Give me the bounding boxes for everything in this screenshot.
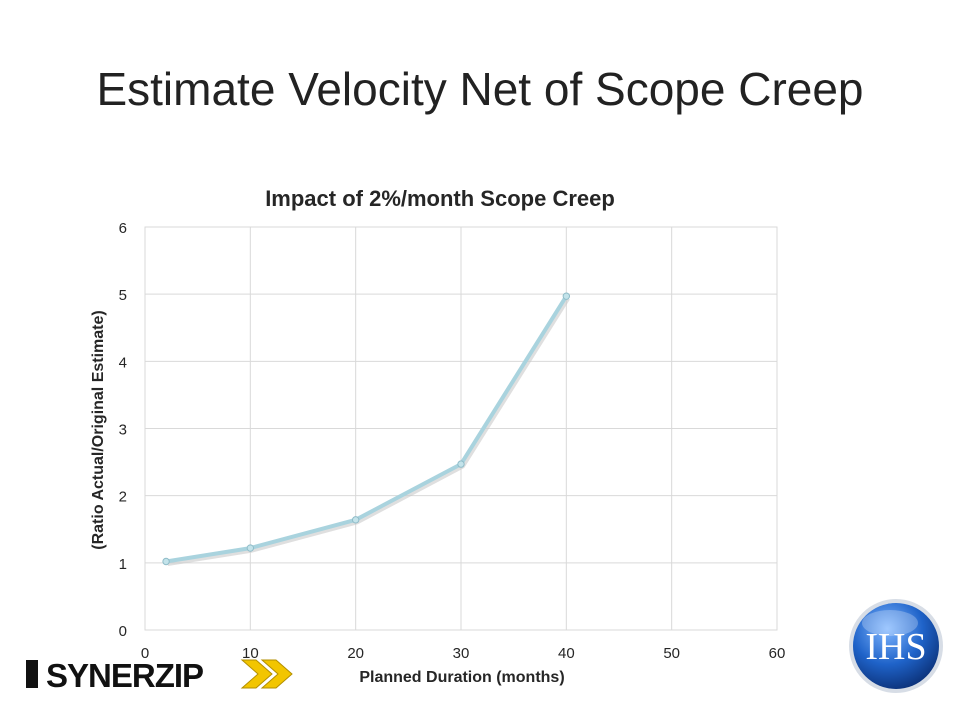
synerzip-chevrons-icon — [240, 659, 293, 689]
y-tick-label: 3 — [119, 422, 127, 439]
x-tick-label: 0 — [141, 645, 149, 662]
chart-grid — [144, 226, 778, 631]
y-tick-label: 1 — [119, 556, 127, 573]
synerzip-wordmark: SYNERZIP — [46, 657, 203, 694]
data-point — [562, 292, 571, 300]
data-point — [457, 460, 465, 468]
y-tick-label: 0 — [119, 623, 127, 640]
y-tick-label: 5 — [119, 287, 127, 304]
slide-title: Estimate Velocity Net of Scope Creep — [96, 63, 864, 115]
ihs-wordmark: IHS — [865, 626, 926, 668]
x-tick-label: 20 — [347, 645, 364, 662]
x-tick-label: 60 — [769, 645, 786, 662]
x-tick-label: 10 — [242, 645, 259, 662]
chart-series — [162, 292, 571, 566]
data-point — [162, 557, 170, 566]
synerzip-bar — [26, 660, 38, 688]
y-axis-label: (Ratio Actual/Original Estimate) — [90, 310, 107, 549]
chart-title: Impact of 2%/month Scope Creep — [265, 186, 615, 211]
x-tick-label: 40 — [558, 645, 575, 662]
x-tick-label: 50 — [663, 645, 680, 662]
data-point — [351, 516, 360, 524]
y-tick-label: 6 — [119, 220, 127, 237]
synerzip-logo: SYNERZIP — [26, 657, 293, 694]
ihs-globe-icon — [853, 603, 939, 689]
data-point — [246, 544, 255, 552]
ihs-logo: IHS — [849, 599, 943, 693]
series-line-shadow — [167, 296, 570, 566]
x-tick-label: 30 — [453, 645, 470, 662]
y-tick-label: 2 — [119, 489, 127, 506]
x-axis-label: Planned Duration (months) — [359, 669, 564, 686]
y-tick-label: 4 — [119, 354, 127, 371]
